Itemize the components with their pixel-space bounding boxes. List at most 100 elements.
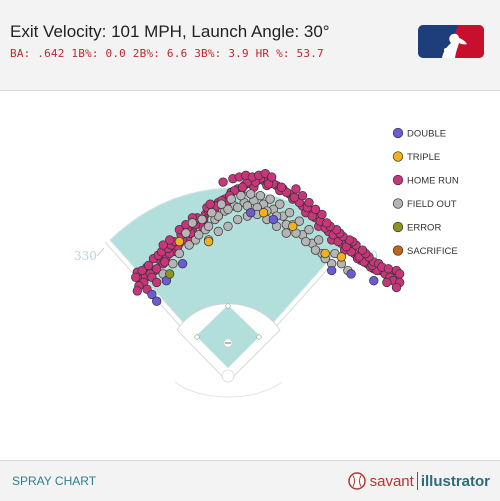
chart-footer: SPRAY CHART savant illustrator xyxy=(0,460,500,501)
field-out-point xyxy=(181,228,191,238)
triple-point xyxy=(288,221,298,231)
home-run-point xyxy=(382,277,392,288)
chart-header: Exit Velocity: 101 MPH, Launch Angle: 30… xyxy=(0,0,500,91)
legend-label-triple: TRIPLE xyxy=(407,152,440,163)
triple-point xyxy=(320,248,330,259)
field-out-point xyxy=(265,194,275,204)
home-run-point xyxy=(152,264,162,274)
home-run-point xyxy=(158,240,168,250)
home-run-point xyxy=(383,264,394,274)
home-run-point xyxy=(137,265,147,276)
home-run-point xyxy=(165,235,175,245)
home-run-point xyxy=(218,177,228,187)
brand-savant: savant xyxy=(369,472,414,490)
pitchers-rubber xyxy=(225,342,231,344)
home-run-point xyxy=(276,182,287,192)
legend: DOUBLE TRIPLE HOME RUN FIELD OUT ERROR SACRIF… xyxy=(392,127,459,257)
home-run-point xyxy=(143,260,154,271)
home-run-point xyxy=(160,257,170,267)
legend-swatch-double xyxy=(392,127,404,139)
double-point xyxy=(147,289,157,300)
legend-swatch-error xyxy=(392,221,404,233)
third-base xyxy=(193,333,201,341)
home-run-point xyxy=(237,182,248,192)
field-out-point xyxy=(213,226,223,237)
footer-label: SPRAY CHART xyxy=(12,474,97,488)
field-out-point xyxy=(255,191,266,201)
field-out-point xyxy=(184,240,194,250)
home-run-point xyxy=(289,192,300,203)
field-out-point xyxy=(203,221,214,231)
triple-point xyxy=(258,208,269,218)
home-plate-area xyxy=(221,369,235,383)
field-out-point xyxy=(284,208,295,218)
double-point xyxy=(152,296,162,306)
legend-label-error: ERROR xyxy=(407,223,441,234)
field-out-point xyxy=(314,235,324,245)
home-run-point xyxy=(267,172,277,182)
error-point xyxy=(165,269,175,279)
home-run-point xyxy=(205,199,215,209)
field-out-point xyxy=(226,194,236,204)
field-out-point xyxy=(275,199,285,209)
distance-label-left: 330 xyxy=(74,249,97,263)
home-run-point xyxy=(297,191,308,201)
home-run-point xyxy=(317,209,327,220)
savant-illustrator-brand: savant illustrator xyxy=(347,469,490,493)
legend-label-double: DOUBLE xyxy=(407,129,446,140)
field-out-point xyxy=(304,225,314,235)
double-point xyxy=(177,259,188,269)
field-out-point xyxy=(223,221,233,231)
legend-swatch-field-out xyxy=(392,198,404,209)
field-out-point xyxy=(174,248,185,259)
field-out-point xyxy=(236,191,246,201)
mlb-logo-icon xyxy=(418,25,484,58)
field-out-point xyxy=(223,204,233,214)
home-run-point xyxy=(322,218,332,228)
brand-divider xyxy=(416,472,418,490)
field-out-point xyxy=(187,218,198,228)
legend-label-field-out: FIELD OUT xyxy=(407,199,457,210)
legend-swatch-triple xyxy=(392,151,404,162)
home-run-point xyxy=(391,282,402,293)
spray-chart: 330 330 DOUBLE TRIPLE HOME RUN FIELD OUT ERR… xyxy=(74,127,459,398)
brand-illustrator: illustrator xyxy=(420,472,490,490)
field-out-point xyxy=(281,228,291,238)
double-point xyxy=(246,208,256,218)
second-base xyxy=(224,302,232,310)
legend-swatch-sacrifice xyxy=(392,245,404,256)
home-run-point xyxy=(152,277,162,288)
infield-grass xyxy=(196,305,260,368)
field-out-point xyxy=(194,230,204,240)
double-point xyxy=(268,214,279,225)
triple-point xyxy=(174,236,185,247)
home-run-point xyxy=(310,204,321,214)
field-out-point xyxy=(207,208,217,218)
legend-label-sacrifice: SACRIFICE xyxy=(407,246,458,257)
baseball-icon xyxy=(347,472,366,490)
home-run-point xyxy=(132,286,142,296)
home-run-point xyxy=(304,197,314,208)
chart-title: Exit Velocity: 101 MPH, Launch Angle: 30… xyxy=(10,22,330,41)
field-out-point xyxy=(168,259,178,269)
field-out-point xyxy=(294,216,304,226)
batted-ball-points xyxy=(131,168,405,306)
field-out-point xyxy=(233,214,243,225)
chart-stats-line: BA: .642 1B%: 0.0 2B%: 6.6 3B%: 3.9 HR %… xyxy=(10,47,324,60)
home-run-point xyxy=(291,184,301,194)
field-out-point xyxy=(310,245,321,255)
double-point xyxy=(369,276,379,286)
warning-track-arc xyxy=(174,381,283,398)
baseball-field: 330 330 xyxy=(74,187,378,398)
field-out-point xyxy=(246,189,256,199)
first-base xyxy=(255,333,263,341)
home-run-point xyxy=(131,272,141,282)
field-out-point xyxy=(301,236,311,247)
field-out-point xyxy=(216,199,227,209)
field-out-point xyxy=(197,214,207,225)
field-out-point xyxy=(233,202,243,213)
home-run-point xyxy=(357,245,368,255)
legend-label-home-run: HOME RUN xyxy=(407,176,459,187)
home-run-point xyxy=(395,269,405,279)
